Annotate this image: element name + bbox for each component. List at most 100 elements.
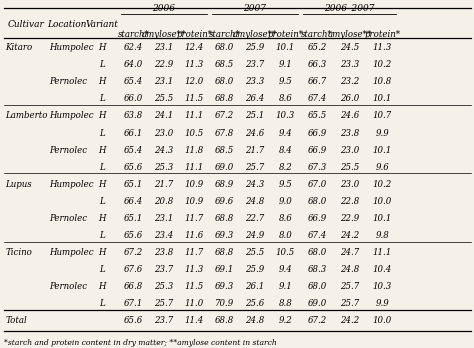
Text: 9.1: 9.1 (279, 60, 292, 69)
Text: 67.4: 67.4 (307, 231, 327, 240)
Text: L: L (99, 231, 105, 240)
Text: 69.3: 69.3 (215, 282, 234, 291)
Text: H: H (98, 248, 106, 257)
Text: 24.5: 24.5 (340, 43, 359, 52)
Text: 23.4: 23.4 (154, 231, 173, 240)
Text: 25.3: 25.3 (154, 163, 173, 172)
Text: 25.5: 25.5 (154, 94, 173, 103)
Text: 11.0: 11.0 (184, 299, 204, 308)
Text: 65.2: 65.2 (307, 43, 327, 52)
Text: Humpolec: Humpolec (49, 248, 94, 257)
Text: 11.5: 11.5 (184, 94, 204, 103)
Text: 68.9: 68.9 (215, 180, 234, 189)
Text: 67.8: 67.8 (215, 128, 234, 137)
Text: protein*: protein* (176, 30, 212, 39)
Text: H: H (98, 145, 106, 155)
Text: H: H (98, 111, 106, 120)
Text: 65.5: 65.5 (307, 111, 327, 120)
Text: 25.1: 25.1 (246, 111, 264, 120)
Text: 21.7: 21.7 (246, 145, 264, 155)
Text: 23.0: 23.0 (340, 180, 359, 189)
Text: 23.1: 23.1 (154, 214, 173, 223)
Text: 22.9: 22.9 (154, 60, 173, 69)
Text: 68.5: 68.5 (215, 60, 234, 69)
Text: 67.2: 67.2 (215, 111, 234, 120)
Text: Pernolec: Pernolec (49, 214, 88, 223)
Text: 2006: 2006 (152, 4, 175, 13)
Text: 10.2: 10.2 (373, 180, 392, 189)
Text: Total: Total (5, 316, 27, 325)
Text: H: H (98, 180, 106, 189)
Text: Kitaro: Kitaro (5, 43, 32, 52)
Text: 65.4: 65.4 (124, 145, 143, 155)
Text: 23.8: 23.8 (154, 248, 173, 257)
Text: 66.9: 66.9 (307, 214, 327, 223)
Text: 9.2: 9.2 (279, 316, 292, 325)
Text: 25.9: 25.9 (246, 43, 264, 52)
Text: L: L (99, 197, 105, 206)
Text: Variant: Variant (85, 21, 118, 29)
Text: starch*: starch* (118, 30, 149, 39)
Text: Pernolec: Pernolec (49, 145, 88, 155)
Text: protein*: protein* (365, 30, 401, 39)
Text: Pernolec: Pernolec (49, 282, 88, 291)
Text: L: L (99, 163, 105, 172)
Text: 25.7: 25.7 (340, 299, 359, 308)
Text: 10.8: 10.8 (373, 77, 392, 86)
Text: Location: Location (47, 21, 87, 29)
Text: H: H (98, 77, 106, 86)
Text: 9.4: 9.4 (279, 265, 292, 274)
Text: *starch and protein content in dry matter; **amylose content in starch: *starch and protein content in dry matte… (4, 339, 276, 347)
Text: 22.8: 22.8 (340, 197, 359, 206)
Text: 11.3: 11.3 (184, 60, 204, 69)
Text: 10.3: 10.3 (276, 111, 295, 120)
Text: 68.8: 68.8 (215, 94, 234, 103)
Text: 68.5: 68.5 (215, 145, 234, 155)
Text: 21.7: 21.7 (154, 180, 173, 189)
Text: 23.2: 23.2 (340, 77, 359, 86)
Text: Lamberto: Lamberto (5, 111, 47, 120)
Text: 26.1: 26.1 (246, 282, 264, 291)
Text: 66.9: 66.9 (307, 128, 327, 137)
Text: 2006–2007: 2006–2007 (324, 4, 375, 13)
Text: 67.2: 67.2 (307, 316, 327, 325)
Text: 10.4: 10.4 (373, 265, 392, 274)
Text: 11.1: 11.1 (184, 163, 204, 172)
Text: 25.6: 25.6 (246, 299, 264, 308)
Text: 68.8: 68.8 (215, 316, 234, 325)
Text: 10.3: 10.3 (373, 282, 392, 291)
Text: L: L (99, 94, 105, 103)
Text: 10.5: 10.5 (184, 128, 204, 137)
Text: 24.3: 24.3 (154, 145, 173, 155)
Text: 68.8: 68.8 (215, 248, 234, 257)
Text: 23.1: 23.1 (154, 43, 173, 52)
Text: 67.0: 67.0 (307, 180, 327, 189)
Text: 26.0: 26.0 (340, 94, 359, 103)
Text: 68.0: 68.0 (307, 282, 327, 291)
Text: 10.1: 10.1 (373, 145, 392, 155)
Text: 66.4: 66.4 (124, 197, 143, 206)
Text: 68.3: 68.3 (307, 265, 327, 274)
Text: 67.2: 67.2 (124, 248, 143, 257)
Text: 64.0: 64.0 (124, 60, 143, 69)
Text: Pernolec: Pernolec (49, 77, 88, 86)
Text: 66.8: 66.8 (124, 282, 143, 291)
Text: 10.2: 10.2 (373, 60, 392, 69)
Text: 24.2: 24.2 (340, 316, 359, 325)
Text: amylose**: amylose** (233, 30, 277, 39)
Text: 9.9: 9.9 (375, 299, 389, 308)
Text: 11.1: 11.1 (184, 111, 204, 120)
Text: Humpolec: Humpolec (49, 43, 94, 52)
Text: starch*: starch* (209, 30, 240, 39)
Text: L: L (99, 60, 105, 69)
Text: 23.8: 23.8 (340, 128, 359, 137)
Text: 65.1: 65.1 (124, 214, 143, 223)
Text: 11.8: 11.8 (184, 145, 204, 155)
Text: L: L (99, 299, 105, 308)
Text: 10.9: 10.9 (184, 180, 204, 189)
Text: 11.6: 11.6 (184, 231, 204, 240)
Text: protein*: protein* (267, 30, 303, 39)
Text: 10.5: 10.5 (276, 248, 295, 257)
Text: 23.1: 23.1 (154, 77, 173, 86)
Text: amylose**: amylose** (142, 30, 186, 39)
